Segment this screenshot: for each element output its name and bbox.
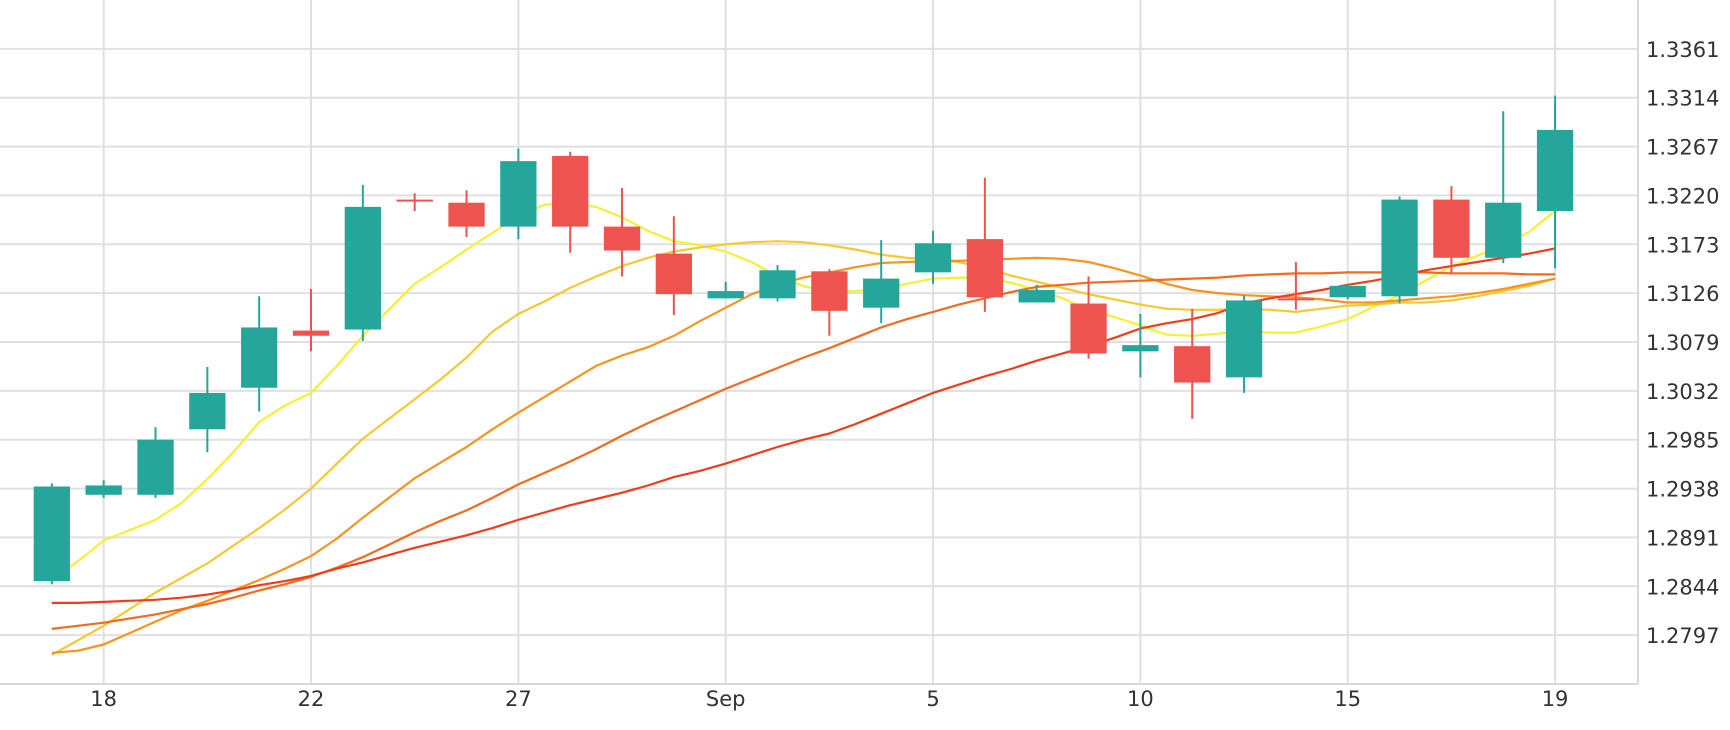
x-tick-label: 19 xyxy=(1542,687,1569,711)
candle xyxy=(914,230,952,284)
candle-body xyxy=(500,161,537,227)
x-tick-label: 15 xyxy=(1334,687,1361,711)
candle-body xyxy=(552,155,589,227)
candle-body xyxy=(1277,298,1315,301)
candle-body xyxy=(396,199,433,202)
candle xyxy=(1018,284,1055,303)
candle-body xyxy=(1174,346,1211,383)
candle xyxy=(1070,276,1107,359)
y-tick-label: 1.2797 xyxy=(1646,624,1719,648)
y-tick-label: 1.3126 xyxy=(1646,282,1719,306)
candle xyxy=(1329,283,1366,300)
y-tick-label: 1.3173 xyxy=(1646,233,1719,257)
candle xyxy=(500,148,537,240)
candle-body xyxy=(1070,303,1107,354)
y-tick-label: 1.2985 xyxy=(1646,429,1719,453)
candle xyxy=(1122,313,1159,378)
candle xyxy=(966,177,1004,312)
candle xyxy=(1225,295,1263,393)
ma-line-ma-10 xyxy=(51,240,1556,656)
candle-body xyxy=(344,206,381,330)
candle-body xyxy=(1433,199,1470,258)
candle-body xyxy=(914,243,952,273)
y-tick-label: 1.2844 xyxy=(1646,575,1719,599)
candle-body xyxy=(189,392,226,430)
candle-body xyxy=(759,270,796,299)
candle xyxy=(344,185,381,341)
candle-body xyxy=(1122,345,1159,352)
candle-body xyxy=(655,253,693,295)
candle xyxy=(863,240,900,324)
candle xyxy=(1536,95,1574,269)
candle xyxy=(85,480,122,498)
candle-body xyxy=(448,202,485,227)
ma-line-ma-60 xyxy=(51,247,1556,604)
ma-line-ma-5 xyxy=(51,201,1556,581)
candle xyxy=(1174,308,1211,419)
x-tick-label: 27 xyxy=(505,687,532,711)
candle xyxy=(33,483,70,585)
y-tick-label: 1.3314 xyxy=(1646,87,1719,111)
candle-body xyxy=(966,239,1004,298)
y-tick-label: 1.3361 xyxy=(1646,38,1719,62)
candle-body xyxy=(1536,129,1574,212)
ma-line-ma-20 xyxy=(51,256,1556,654)
moving-average-lines xyxy=(51,201,1556,656)
candle xyxy=(655,216,693,315)
candle-body xyxy=(85,485,122,495)
x-tick-label: 18 xyxy=(90,687,117,711)
grid xyxy=(0,0,1638,684)
candle xyxy=(1277,261,1315,310)
y-tick-label: 1.3032 xyxy=(1646,380,1719,404)
x-tick-label: 5 xyxy=(926,687,939,711)
candle-body xyxy=(33,486,70,582)
y-tick-label: 1.2938 xyxy=(1646,478,1719,502)
candle-body xyxy=(292,330,330,336)
axes: 1.2797 1.2844 1.2891 1.2938 1.2985 1.3032 1.30… xyxy=(0,0,1719,711)
candle xyxy=(707,281,744,299)
candle-body xyxy=(1329,285,1366,298)
candle-body xyxy=(863,278,900,308)
candle xyxy=(1433,186,1470,274)
candle xyxy=(811,269,848,336)
candle xyxy=(1381,196,1418,304)
candles xyxy=(33,95,1574,585)
candle-body xyxy=(1485,202,1522,258)
candle xyxy=(396,193,433,212)
y-tick-label: 1.3220 xyxy=(1646,184,1719,208)
x-tick-label: Sep xyxy=(706,687,746,711)
candle-body xyxy=(137,439,174,495)
candle xyxy=(241,296,278,412)
x-tick-label: 10 xyxy=(1127,687,1154,711)
candle xyxy=(292,288,330,352)
candle-body xyxy=(707,291,744,299)
candle xyxy=(189,366,226,453)
candle xyxy=(603,188,641,277)
candle xyxy=(759,265,796,302)
candle xyxy=(1485,111,1522,263)
y-tick-label: 1.2891 xyxy=(1646,526,1719,550)
ma-line-ma-30 xyxy=(51,271,1556,630)
candle xyxy=(552,151,589,253)
candle-body xyxy=(603,226,641,251)
candle xyxy=(448,190,485,238)
candle-body xyxy=(1018,290,1055,303)
candle xyxy=(137,427,174,498)
x-tick-label: 22 xyxy=(298,687,325,711)
y-tick-label: 1.3267 xyxy=(1646,136,1719,160)
candle-body xyxy=(811,271,848,311)
y-tick-label: 1.3079 xyxy=(1646,331,1719,355)
candle-body xyxy=(1225,300,1263,378)
candle-body xyxy=(1381,199,1418,297)
candle-body xyxy=(241,327,278,388)
